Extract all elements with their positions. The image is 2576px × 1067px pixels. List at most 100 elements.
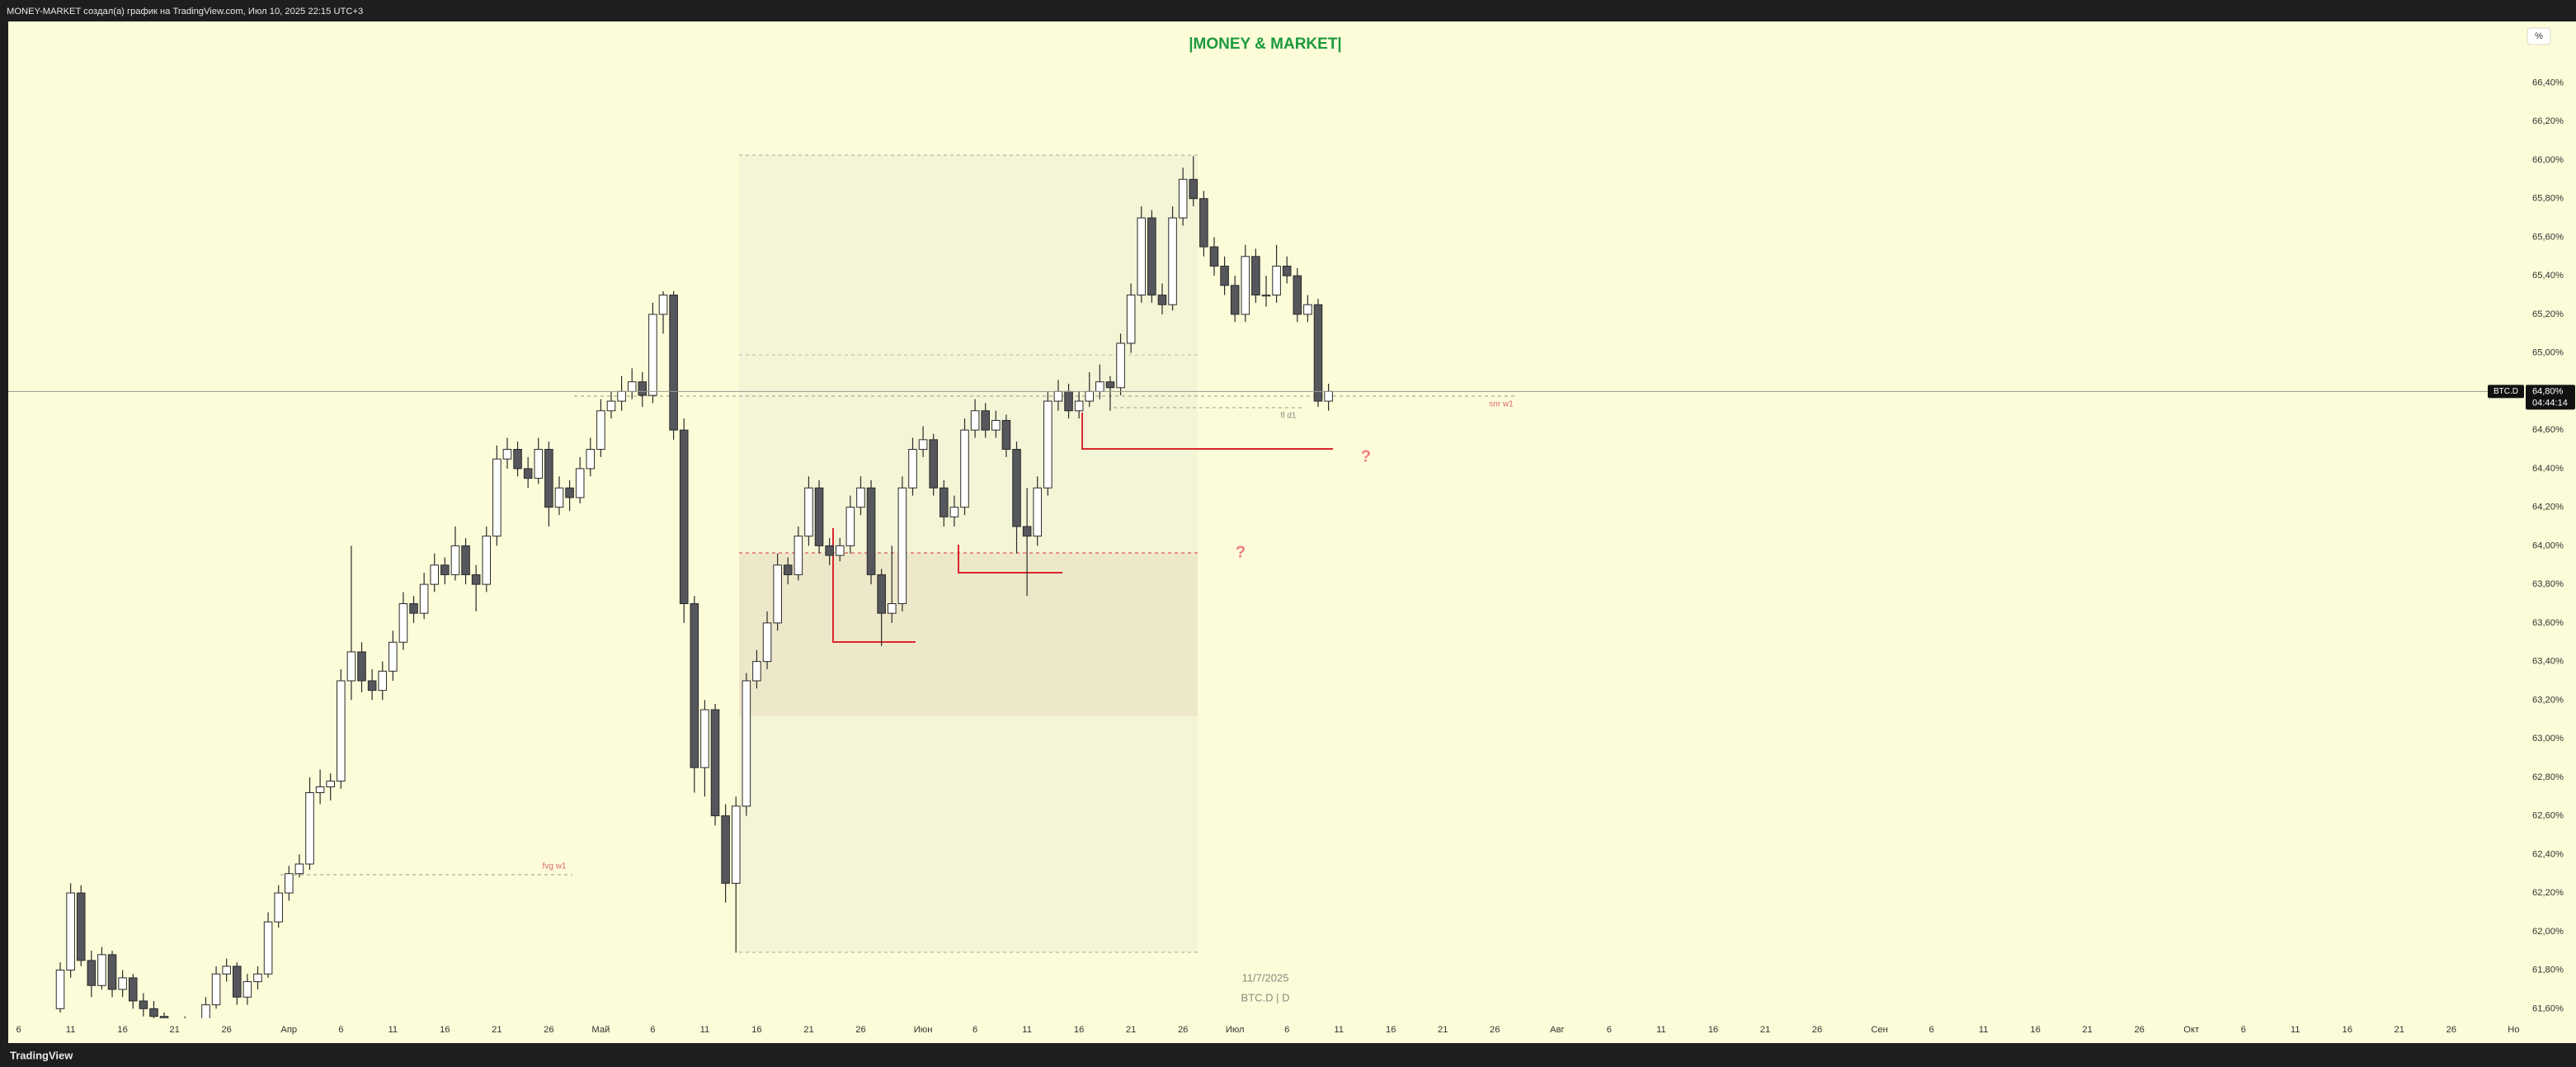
candle-body xyxy=(482,536,492,585)
scale-button-label[interactable]: % xyxy=(2535,31,2543,41)
x-tick-label: 26 xyxy=(544,1025,553,1035)
candle-body xyxy=(1199,198,1208,248)
x-tick-label: 6 xyxy=(1928,1025,1933,1035)
x-tick-label: Апр xyxy=(280,1025,297,1035)
level-line xyxy=(1081,413,1333,450)
candle-body xyxy=(1043,400,1053,489)
candle-body xyxy=(1157,295,1167,305)
annotation: snr w1 xyxy=(1489,400,1514,409)
candle-body xyxy=(232,965,242,998)
candle-body xyxy=(128,977,138,1002)
y-tick-label: 61,60% xyxy=(2532,1003,2564,1013)
candle-body xyxy=(1282,265,1292,276)
candle-body xyxy=(513,449,522,470)
y-tick-label: 63,00% xyxy=(2532,734,2564,744)
y-tick-label: 63,20% xyxy=(2532,695,2564,705)
x-tick-label: 11 xyxy=(1656,1025,1666,1035)
y-tick-label: 64,60% xyxy=(2532,425,2564,435)
candle-body xyxy=(1272,265,1281,296)
candle-body xyxy=(243,981,252,998)
candle-body xyxy=(1033,487,1043,537)
candle-body xyxy=(534,449,544,479)
candle-body xyxy=(1116,342,1125,389)
candle-body xyxy=(492,458,502,537)
x-tick-label: Но xyxy=(2508,1025,2519,1035)
x-tick-label: Май xyxy=(591,1025,610,1035)
price-tag xyxy=(2526,385,2575,410)
candle-body xyxy=(845,507,855,546)
y-tick-label: 66,40% xyxy=(2532,78,2564,87)
y-tick-label: 62,60% xyxy=(2532,811,2564,821)
x-tick-label: 21 xyxy=(2082,1025,2092,1035)
y-tick-label: 62,00% xyxy=(2532,927,2564,937)
candle-body xyxy=(1220,265,1229,286)
candle-body xyxy=(222,965,231,975)
y-tick-label: 64,40% xyxy=(2532,464,2564,474)
candle-body xyxy=(856,487,865,508)
candle-body xyxy=(929,439,938,489)
x-tick-label: 16 xyxy=(751,1025,761,1035)
x-tick-label: 11 xyxy=(700,1025,710,1035)
x-tick-label: 21 xyxy=(492,1025,502,1035)
candle-body xyxy=(981,410,991,431)
candle-body xyxy=(471,574,481,585)
candle-body xyxy=(263,921,273,975)
candle-body xyxy=(970,410,980,431)
candle-body xyxy=(648,314,657,396)
candle-body xyxy=(1178,178,1188,219)
x-tick-label: 26 xyxy=(855,1025,865,1035)
x-tick-label: 21 xyxy=(1760,1025,1770,1035)
countdown-label: 04:44:14 xyxy=(2532,398,2568,408)
watermark: 11/7/2025 xyxy=(1242,971,1289,984)
level-line xyxy=(832,528,916,643)
candle-body xyxy=(700,709,709,768)
y-tick-label: 65,80% xyxy=(2532,194,2564,204)
candle-body xyxy=(305,792,314,865)
candle-body xyxy=(1251,256,1260,296)
scale-button[interactable] xyxy=(2527,27,2551,45)
y-tick-label: 64,00% xyxy=(2532,541,2564,550)
candle-body xyxy=(211,973,221,1006)
candle-body xyxy=(877,574,886,614)
y-tick-label: 66,20% xyxy=(2532,116,2564,126)
candle-body xyxy=(897,487,907,605)
candle-body xyxy=(107,954,117,990)
header-caption: MONEY-MARKET создал(а) график на Trading… xyxy=(7,7,363,17)
candle-body xyxy=(866,487,876,575)
candle-body xyxy=(440,564,450,575)
candle-body xyxy=(149,1008,158,1017)
candle-body xyxy=(1095,381,1104,392)
level-line xyxy=(958,545,1062,574)
candle-body xyxy=(1137,217,1147,296)
candle-body xyxy=(825,545,834,556)
candle-body xyxy=(253,973,262,983)
candle-body xyxy=(294,863,304,875)
y-tick-label: 65,00% xyxy=(2532,348,2564,358)
candle-body xyxy=(960,429,969,508)
candle-body xyxy=(1085,390,1095,402)
candle-body xyxy=(1261,295,1271,297)
candle-body xyxy=(835,545,845,556)
candle-body xyxy=(908,449,917,489)
annotation: fvg w1 xyxy=(543,862,567,871)
y-tick-label: 65,60% xyxy=(2532,232,2564,242)
candle-body xyxy=(139,1000,148,1009)
candle-body xyxy=(1209,246,1219,267)
chart-title: |MONEY & MARKET| xyxy=(1189,35,1342,53)
symbol-label: BTC.D xyxy=(2494,387,2518,396)
x-tick-label: 11 xyxy=(1022,1025,1032,1035)
x-tick-label: 6 xyxy=(16,1025,21,1035)
candle-body xyxy=(721,815,730,884)
candle-body xyxy=(326,781,335,788)
y-tick-label: 63,60% xyxy=(2532,618,2564,628)
x-tick-label: 21 xyxy=(1438,1025,1448,1035)
y-tick-label: 63,40% xyxy=(2532,657,2564,667)
candle-body xyxy=(1230,285,1240,315)
candle-body xyxy=(669,295,678,431)
candle-body xyxy=(554,487,564,508)
candle-body xyxy=(804,487,813,537)
candle-body xyxy=(1105,381,1115,389)
watermark: BTC.D | D xyxy=(1241,991,1290,1003)
candle-body xyxy=(658,295,668,315)
